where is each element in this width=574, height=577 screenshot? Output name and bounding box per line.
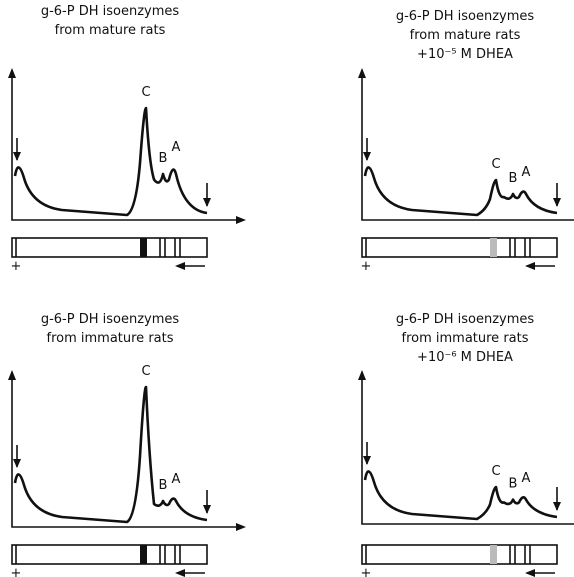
panel-title: g-6-P DH isoenzymes bbox=[41, 312, 180, 327]
axis-arrow bbox=[8, 68, 16, 78]
gel-strip bbox=[12, 545, 207, 564]
panel-title: from immature rats bbox=[47, 331, 174, 346]
peak-label: B bbox=[159, 478, 168, 493]
peak-label: B bbox=[509, 477, 518, 492]
arrow-head bbox=[13, 459, 21, 468]
densitometry-curve bbox=[15, 108, 207, 215]
panel-title: +10⁻⁶ M DHEA bbox=[417, 350, 513, 365]
anode-sign: + bbox=[361, 259, 372, 274]
anode-sign: + bbox=[11, 259, 22, 274]
arrow-head bbox=[363, 152, 371, 161]
gel-strip bbox=[362, 545, 557, 564]
anode-sign: + bbox=[361, 566, 372, 577]
peak-label: A bbox=[522, 471, 531, 486]
arrow-head bbox=[175, 569, 185, 577]
gel-band-c bbox=[140, 545, 147, 564]
peak-label: C bbox=[491, 157, 500, 172]
arrow-head bbox=[525, 262, 535, 270]
panel-title: from mature rats bbox=[410, 28, 521, 43]
arrow-head bbox=[203, 198, 211, 207]
peak-label: A bbox=[172, 140, 181, 155]
gel-band-c bbox=[140, 238, 147, 257]
panel-title: g-6-P DH isoenzymes bbox=[396, 312, 535, 327]
gel-strip bbox=[12, 238, 207, 257]
gel-strip bbox=[362, 238, 557, 257]
gel-band-c bbox=[490, 238, 497, 257]
arrow-head bbox=[363, 456, 371, 465]
axis-arrow bbox=[236, 216, 246, 224]
arrow-head bbox=[525, 569, 535, 577]
axis-arrow bbox=[358, 370, 366, 380]
arrow-head bbox=[553, 502, 561, 511]
panel-title: from immature rats bbox=[402, 331, 529, 346]
axes bbox=[362, 70, 574, 220]
peak-label: C bbox=[141, 364, 150, 379]
panel-title: g-6-P DH isoenzymes bbox=[41, 4, 180, 19]
axis-arrow bbox=[358, 68, 366, 78]
peak-label: B bbox=[509, 171, 518, 186]
densitometry-curve bbox=[15, 387, 207, 522]
arrow-head bbox=[13, 152, 21, 161]
figure: g-6-P DH isoenzymesfrom mature ratsCBA+g… bbox=[0, 0, 574, 577]
anode-sign: + bbox=[11, 566, 22, 577]
peak-label: A bbox=[522, 165, 531, 180]
panel-title: g-6-P DH isoenzymes bbox=[396, 9, 535, 24]
axes bbox=[362, 372, 574, 524]
peak-label: B bbox=[159, 151, 168, 166]
axis-arrow bbox=[8, 370, 16, 380]
arrow-head bbox=[553, 198, 561, 207]
axis-arrow bbox=[236, 523, 246, 531]
panel-title: +10⁻⁵ M DHEA bbox=[417, 47, 513, 62]
panel-title: from mature rats bbox=[55, 23, 166, 38]
peak-label: C bbox=[491, 464, 500, 479]
peak-label: C bbox=[141, 85, 150, 100]
gel-band-c bbox=[490, 545, 497, 564]
arrow-head bbox=[175, 262, 185, 270]
arrow-head bbox=[203, 505, 211, 514]
peak-label: A bbox=[172, 472, 181, 487]
